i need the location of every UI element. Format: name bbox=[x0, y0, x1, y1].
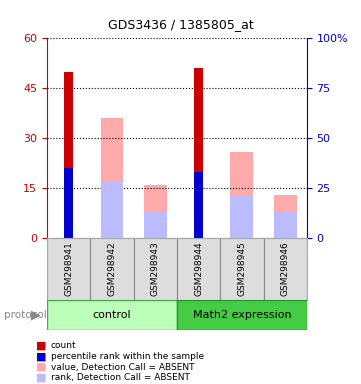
FancyBboxPatch shape bbox=[177, 300, 307, 330]
FancyBboxPatch shape bbox=[177, 238, 220, 300]
Text: ■: ■ bbox=[36, 362, 47, 372]
Text: GSM298946: GSM298946 bbox=[281, 242, 290, 296]
FancyBboxPatch shape bbox=[47, 238, 90, 300]
Text: count: count bbox=[51, 341, 76, 350]
Bar bbox=[100, 182, 123, 238]
Bar bbox=[230, 152, 253, 238]
Bar bbox=[274, 212, 296, 238]
Bar bbox=[230, 195, 253, 238]
Bar bbox=[194, 172, 203, 238]
FancyBboxPatch shape bbox=[90, 238, 134, 300]
Text: value, Detection Call = ABSENT: value, Detection Call = ABSENT bbox=[51, 362, 194, 372]
Text: protocol: protocol bbox=[4, 310, 46, 320]
FancyBboxPatch shape bbox=[134, 238, 177, 300]
Text: control: control bbox=[93, 310, 131, 320]
Text: GDS3436 / 1385805_at: GDS3436 / 1385805_at bbox=[108, 18, 253, 31]
Bar bbox=[144, 185, 166, 238]
Bar bbox=[194, 68, 203, 238]
Bar bbox=[144, 212, 166, 238]
Bar bbox=[64, 168, 73, 238]
Text: ■: ■ bbox=[36, 373, 47, 383]
FancyBboxPatch shape bbox=[220, 238, 264, 300]
Text: ■: ■ bbox=[36, 341, 47, 351]
Text: ▶: ▶ bbox=[31, 308, 41, 321]
Text: GSM298945: GSM298945 bbox=[238, 242, 246, 296]
Text: GSM298943: GSM298943 bbox=[151, 242, 160, 296]
Bar bbox=[64, 72, 73, 238]
Text: Math2 expression: Math2 expression bbox=[192, 310, 291, 320]
Text: GSM298942: GSM298942 bbox=[108, 242, 116, 296]
Text: percentile rank within the sample: percentile rank within the sample bbox=[51, 352, 204, 361]
Text: GSM298941: GSM298941 bbox=[64, 242, 73, 296]
FancyBboxPatch shape bbox=[264, 238, 307, 300]
FancyBboxPatch shape bbox=[47, 300, 177, 330]
Bar bbox=[274, 195, 296, 238]
Text: ■: ■ bbox=[36, 351, 47, 361]
Bar bbox=[100, 118, 123, 238]
Text: rank, Detection Call = ABSENT: rank, Detection Call = ABSENT bbox=[51, 373, 190, 382]
Text: GSM298944: GSM298944 bbox=[194, 242, 203, 296]
